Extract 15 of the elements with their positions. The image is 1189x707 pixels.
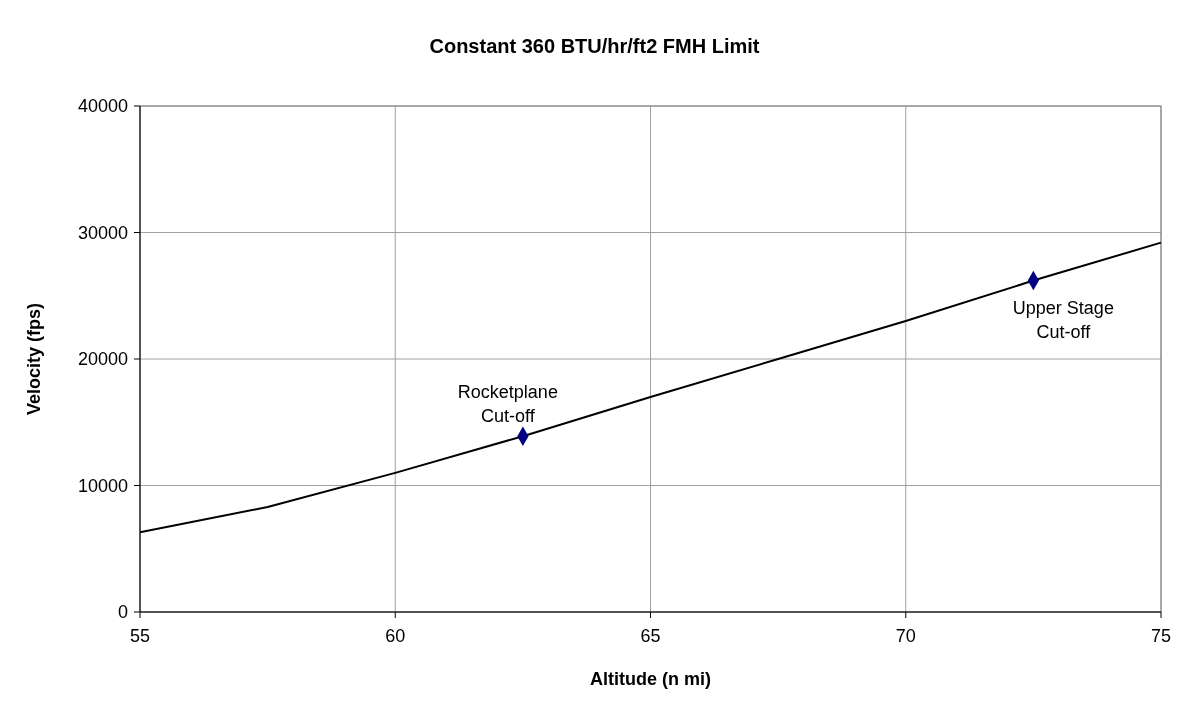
x-tick-label: 65: [640, 626, 661, 646]
annotation: Rocketplane Cut-off: [457, 382, 558, 427]
y-tick-label: 10000: [77, 475, 128, 496]
x-tick-label: 60: [385, 626, 406, 646]
x-tick-label: 75: [1150, 626, 1172, 646]
chart-title: Constant 360 BTU/hr/ft2 FMH Limit: [429, 35, 760, 57]
annotation: Upper Stage Cut-off: [1012, 297, 1114, 342]
y-axis-title: Velocity (fps): [24, 302, 44, 416]
x-axis-title: Altitude (n mi): [590, 669, 711, 689]
y-tick-label: 30000: [77, 222, 128, 243]
y-tick-label: 40000: [77, 96, 128, 116]
x-tick-label: 55: [129, 626, 151, 646]
y-tick-label: 0: [117, 602, 128, 622]
y-tick-label: 20000: [77, 349, 128, 369]
x-tick-label: 70: [895, 626, 916, 646]
